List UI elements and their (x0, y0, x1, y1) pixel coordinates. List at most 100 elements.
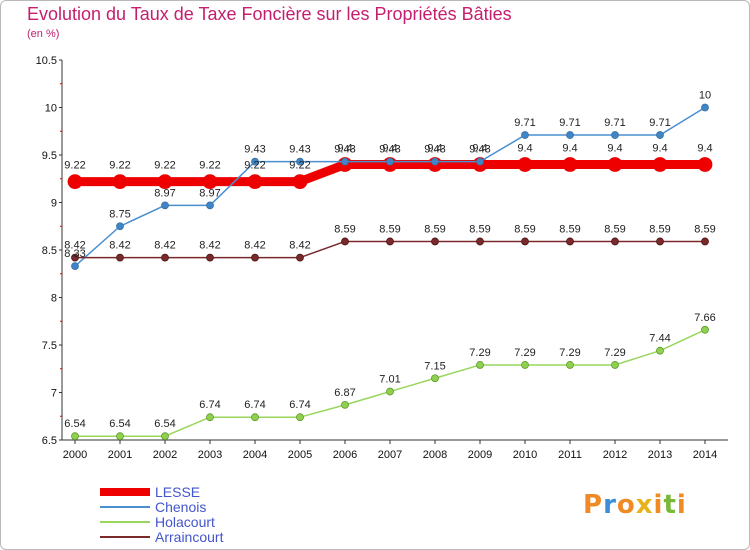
legend-swatch-lesse (100, 488, 150, 496)
data-point-lesse (517, 157, 533, 172)
data-label-holacourt: 7.01 (379, 374, 400, 386)
data-point-holacourt (386, 387, 394, 396)
x-tick-label: 2012 (603, 449, 627, 461)
x-tick-label: 2013 (648, 449, 672, 461)
data-label-holacourt: 7.66 (694, 312, 715, 324)
data-label-chenois: 9.43 (289, 144, 310, 156)
logo-letter: t (663, 490, 677, 520)
data-point-holacourt (296, 413, 304, 422)
data-point-holacourt (701, 325, 709, 334)
data-point-arraincourt (296, 253, 304, 262)
y-tick-label: 6.5 (42, 435, 57, 447)
data-label-arraincourt: 8.59 (694, 223, 715, 235)
x-tick-label: 2008 (423, 449, 447, 461)
x-tick-label: 2011 (558, 449, 582, 461)
data-point-holacourt (341, 400, 349, 409)
y-tick-label: 8.5 (42, 245, 57, 257)
proxiti-logo: Proxiti (583, 490, 687, 520)
data-label-arraincourt: 8.59 (559, 223, 580, 235)
data-label-chenois: 8.97 (199, 187, 220, 199)
data-label-holacourt: 7.29 (514, 347, 535, 359)
data-point-holacourt (476, 361, 484, 369)
data-label-lesse: 9.4 (697, 143, 712, 155)
data-point-arraincourt (521, 237, 529, 246)
x-tick-label: 2010 (513, 449, 537, 461)
data-point-arraincourt (251, 253, 259, 262)
legend-label-holacourt: Holacourt (155, 514, 215, 530)
logo-letter: i (653, 490, 664, 520)
x-tick-label: 2001 (108, 449, 132, 461)
data-point-arraincourt (161, 253, 169, 262)
data-point-holacourt (71, 432, 79, 441)
chart-title: Evolution du Taux de Taxe Foncière sur l… (27, 4, 512, 24)
data-label-chenois: 9.71 (649, 117, 670, 129)
data-label-holacourt: 6.74 (244, 399, 265, 411)
data-label-lesse: 9.4 (472, 143, 487, 155)
data-point-holacourt (611, 361, 619, 369)
data-point-chenois (656, 131, 664, 139)
data-label-arraincourt: 8.42 (289, 240, 310, 252)
data-label-holacourt: 6.87 (334, 387, 355, 399)
data-label-holacourt: 7.29 (469, 347, 490, 359)
data-point-chenois (251, 157, 259, 166)
logo-letter: x (635, 490, 654, 520)
data-point-lesse (112, 174, 128, 190)
data-label-arraincourt: 8.59 (604, 223, 625, 235)
data-point-arraincourt (116, 253, 124, 262)
data-label-lesse: 9.22 (64, 160, 85, 172)
x-tick-label: 2003 (198, 449, 222, 461)
data-point-holacourt (116, 432, 124, 441)
data-point-lesse (562, 157, 578, 172)
data-label-lesse: 9.4 (427, 143, 442, 155)
data-label-arraincourt: 8.42 (154, 240, 175, 252)
data-point-arraincourt (611, 237, 619, 246)
data-point-chenois (386, 157, 394, 166)
data-point-chenois (566, 131, 574, 139)
y-tick-label: 9 (51, 198, 57, 210)
data-label-arraincourt: 8.59 (514, 223, 535, 235)
data-point-arraincourt (71, 253, 79, 262)
data-point-lesse (292, 174, 308, 190)
data-label-arraincourt: 8.42 (199, 240, 220, 252)
x-tick-label: 2009 (468, 449, 492, 461)
data-point-chenois (116, 222, 124, 231)
x-tick-label: 2006 (333, 449, 357, 461)
data-label-chenois: 9.43 (379, 144, 400, 156)
data-point-arraincourt (566, 237, 574, 246)
data-label-lesse: 9.22 (154, 160, 175, 172)
x-tick-label: 2000 (63, 449, 87, 461)
y-tick-label: 8 (51, 293, 57, 305)
data-label-holacourt: 6.54 (154, 418, 175, 430)
data-point-chenois (296, 157, 304, 166)
data-point-holacourt (161, 432, 169, 441)
data-label-arraincourt: 8.59 (649, 223, 670, 235)
chart-subtitle: (en %) (27, 28, 60, 40)
data-label-chenois: 9.71 (514, 117, 535, 129)
x-tick-label: 2004 (243, 449, 267, 461)
data-label-lesse: 9.4 (382, 143, 397, 155)
logo-letter: P (583, 490, 604, 520)
data-point-chenois (341, 157, 349, 166)
legend-swatch-chenois (100, 506, 150, 508)
data-point-lesse (157, 174, 173, 190)
legend-label-arraincourt: Arraincourt (155, 529, 224, 545)
logo-letter: i (676, 490, 687, 520)
data-point-holacourt (566, 361, 574, 369)
data-point-arraincourt (476, 237, 484, 246)
data-point-lesse (697, 157, 713, 172)
legend-swatch-arraincourt (100, 536, 150, 538)
data-point-holacourt (656, 346, 664, 355)
data-label-holacourt: 7.15 (424, 360, 445, 372)
data-label-lesse: 9.22 (199, 160, 220, 172)
data-point-chenois (611, 131, 619, 139)
data-label-lesse: 9.22 (109, 160, 130, 172)
data-label-chenois: 9.43 (424, 144, 445, 156)
logo-letter: o (616, 490, 636, 520)
x-tick-label: 2014 (693, 449, 717, 461)
data-point-arraincourt (701, 237, 709, 246)
data-label-arraincourt: 8.59 (469, 223, 490, 235)
y-tick-label: 10.5 (36, 55, 57, 67)
data-point-lesse (202, 174, 218, 190)
data-label-holacourt: 7.29 (604, 347, 625, 359)
